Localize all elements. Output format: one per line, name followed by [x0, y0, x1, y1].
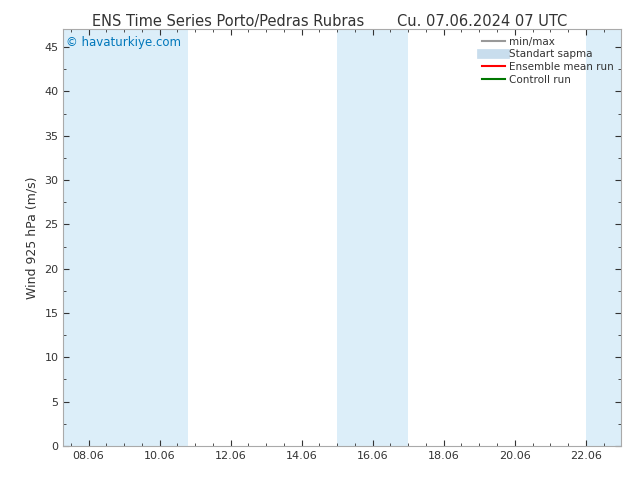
Bar: [586, 29, 621, 446]
Bar: [63, 29, 134, 446]
Text: © havaturkiye.com: © havaturkiye.com: [66, 36, 181, 49]
Bar: [337, 29, 373, 446]
Text: Cu. 07.06.2024 07 UTC: Cu. 07.06.2024 07 UTC: [397, 14, 567, 29]
Y-axis label: Wind 925 hPa (m/s): Wind 925 hPa (m/s): [26, 176, 39, 299]
Bar: [134, 29, 188, 446]
Text: ENS Time Series Porto/Pedras Rubras: ENS Time Series Porto/Pedras Rubras: [92, 14, 365, 29]
Legend: min/max, Standart sapma, Ensemble mean run, Controll run: min/max, Standart sapma, Ensemble mean r…: [480, 35, 616, 87]
Bar: [373, 29, 408, 446]
